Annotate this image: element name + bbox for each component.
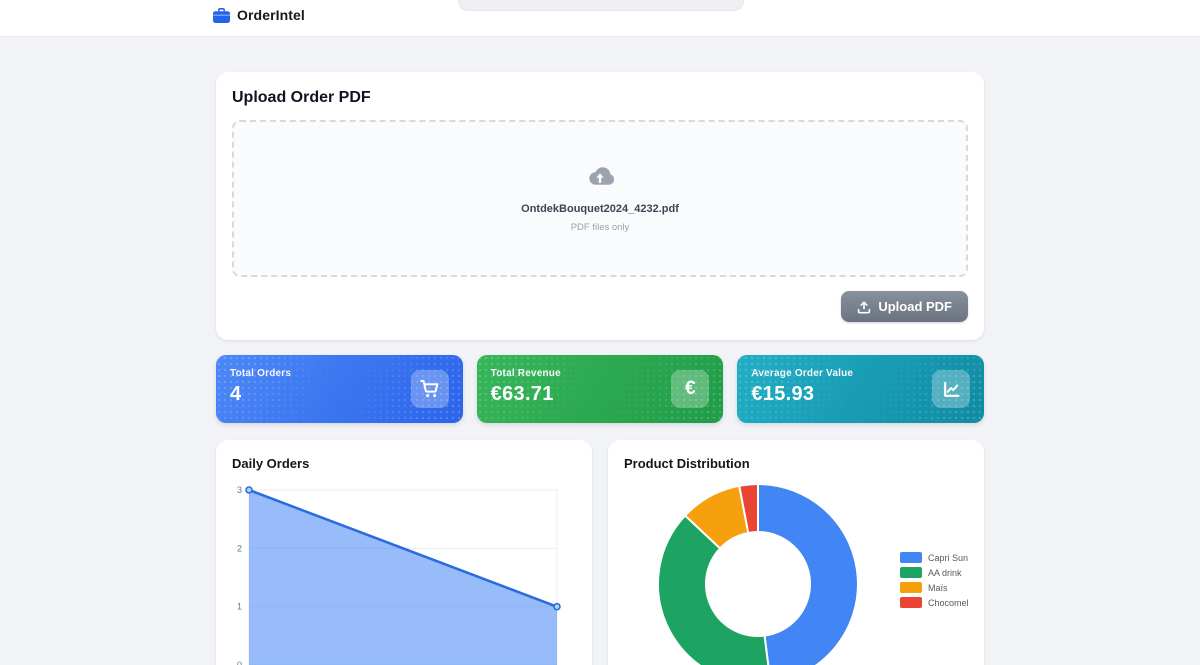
stat-card-total-orders: Total Orders 4 [216,355,463,423]
legend-swatch [900,582,922,593]
upload-pdf-button[interactable]: Upload PDF [841,291,968,322]
dropzone-hint: PDF files only [570,222,630,233]
brand[interactable]: OrderIntel [213,7,305,23]
legend-label: Chocomel [928,597,969,608]
daily-orders-card: Daily Orders 0 1 2 3 [216,440,592,665]
cart-icon [410,370,449,408]
legend-item-ma-s[interactable]: Maïs [900,582,969,593]
charts-row: Daily Orders 0 1 2 3 Product Distribution C… [216,440,984,665]
chart-line-icon [932,370,971,408]
svg-text:3: 3 [237,485,242,495]
stat-card-total-revenue: Total Revenue €63.71 € [476,355,724,423]
upload-card-title: Upload Order PDF [232,89,371,106]
upload-icon [857,300,871,314]
stat-value: 4 [230,383,242,405]
legend-label: AA drink [928,567,962,578]
stats-row: Total Orders 4 Total Revenue €63.71 € Av… [216,355,985,423]
euro-icon: € [671,370,710,408]
donut-legend: Capri Sun AA drink Maïs Chocomel [900,552,969,608]
upload-card: Upload Order PDF OntdekBouquet2024_4232.… [216,72,984,340]
legend-label: Capri Sun [928,552,969,563]
legend-swatch [900,597,922,608]
upload-actions: Upload PDF [232,291,968,322]
product-distribution-chart[interactable] [608,440,984,665]
stat-card-average-order-value: Average Order Value €15.93 [737,355,985,423]
daily-orders-chart[interactable]: 0 1 2 3 [216,440,592,665]
briefcase-logo-icon [213,7,230,23]
stat-label: Average Order Value [751,368,854,379]
selected-filename: OntdekBouquet2024_4232.pdf [521,203,679,215]
cloud-upload-icon [583,164,617,190]
stat-value: €63.71 [490,383,554,405]
product-distribution-title: Product Distribution [624,456,750,471]
brand-name: OrderIntel [237,7,305,23]
legend-swatch [900,552,922,563]
top-overlay-pill [458,0,744,11]
stat-label: Total Revenue [490,368,561,379]
pdf-dropzone[interactable]: OntdekBouquet2024_4232.pdf PDF files onl… [232,120,968,277]
upload-pdf-button-label: Upload PDF [878,299,952,314]
legend-label: Maïs [928,582,948,593]
svg-text:0: 0 [237,660,242,665]
svg-text:1: 1 [237,602,242,612]
stat-label: Total Orders [230,368,292,379]
svg-text:2: 2 [237,543,242,553]
main-content: Upload Order PDF OntdekBouquet2024_4232.… [216,72,985,665]
legend-swatch [900,567,922,578]
legend-item-chocomel[interactable]: Chocomel [900,597,969,608]
daily-orders-title: Daily Orders [232,456,310,471]
product-distribution-card: Product Distribution Capri Sun AA drink Ma… [608,440,984,665]
legend-item-aa-drink[interactable]: AA drink [900,567,969,578]
legend-item-capri-sun[interactable]: Capri Sun [900,552,969,563]
stat-value: €15.93 [751,383,815,405]
